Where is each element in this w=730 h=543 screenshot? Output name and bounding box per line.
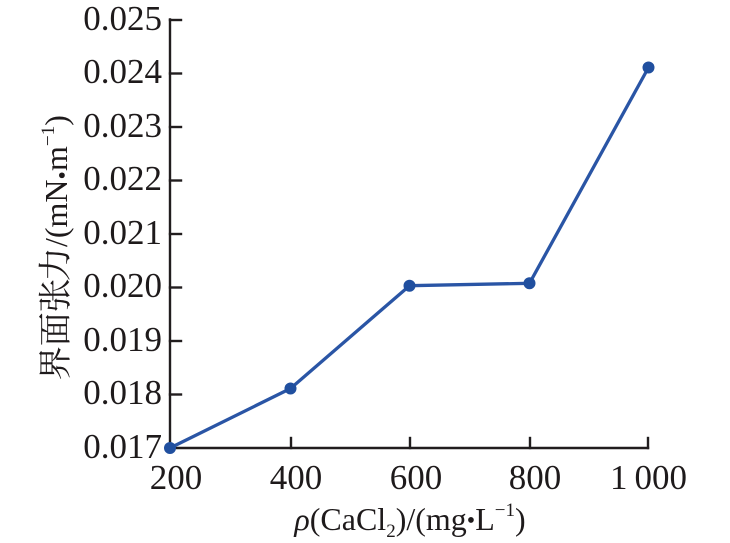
svg-text:/(mN•m−1): /(mN•m−1) bbox=[38, 115, 76, 247]
